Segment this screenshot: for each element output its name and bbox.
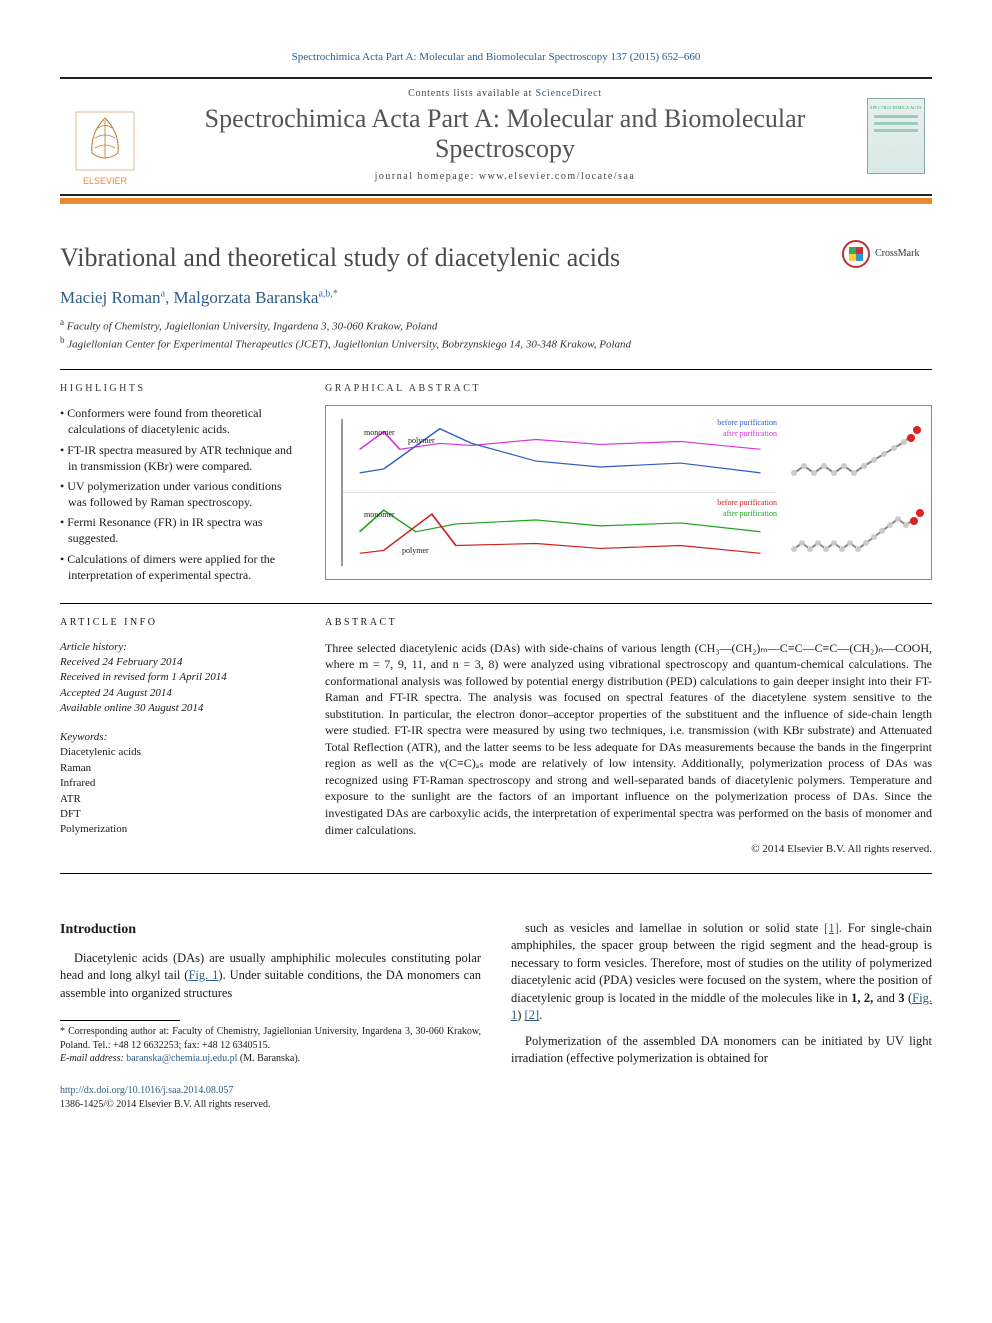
annotation: polymer xyxy=(402,546,429,557)
highlights: HIGHLIGHTS Conformers were found from th… xyxy=(60,382,295,587)
footnote-rule xyxy=(60,1020,180,1021)
keyword: DFT xyxy=(60,807,295,822)
legend-item: before purification xyxy=(717,418,777,429)
crossmark-icon xyxy=(842,240,870,268)
highlight-item: Fermi Resonance (FR) in IR spectra was s… xyxy=(60,514,295,546)
paragraph: such as vesicles and lamellae in solutio… xyxy=(511,920,932,1025)
graphical-abstract-figure: before purification after purification b… xyxy=(325,405,932,580)
keyword: Polymerization xyxy=(60,822,295,837)
rule xyxy=(60,603,932,604)
citation-ref[interactable]: [2] xyxy=(525,1008,540,1022)
copyright: © 2014 Elsevier B.V. All rights reserved… xyxy=(325,842,932,857)
abstract: ABSTRACT Three selected diacetylenic aci… xyxy=(325,616,932,857)
rule xyxy=(60,369,932,370)
figure-ref[interactable]: Fig. 1 xyxy=(188,968,218,982)
crossmark-label: CrossMark xyxy=(875,247,919,261)
keyword: ATR xyxy=(60,792,295,807)
section-label: ABSTRACT xyxy=(325,616,932,630)
legend-item: after purification xyxy=(717,509,777,520)
body-column-left: Introduction Diacetylenic acids (DAs) ar… xyxy=(60,920,481,1112)
journal-header: ELSEVIER Contents lists available at Sci… xyxy=(60,77,932,196)
annotation: monomer xyxy=(364,510,395,521)
highlight-item: UV polymerization under various conditio… xyxy=(60,478,295,510)
highlight-item: Calculations of dimers were applied for … xyxy=(60,551,295,583)
paragraph: Diacetylenic acids (DAs) are usually amp… xyxy=(60,950,481,1003)
svg-text:ELSEVIER: ELSEVIER xyxy=(83,176,128,186)
orange-rule xyxy=(60,198,932,204)
rule xyxy=(60,873,932,874)
journal-homepage: journal homepage: www.elsevier.com/locat… xyxy=(156,170,854,184)
publisher-logo: ELSEVIER xyxy=(60,79,150,194)
keyword: Raman xyxy=(60,761,295,776)
keyword: Infrared xyxy=(60,776,295,791)
crossmark-badge[interactable]: CrossMark xyxy=(842,240,932,268)
doi-block: http://dx.doi.org/10.1016/j.saa.2014.08.… xyxy=(60,1084,481,1112)
history-line: Received 24 February 2014 xyxy=(60,655,295,670)
molecule-models xyxy=(783,414,923,571)
history-line: Accepted 24 August 2014 xyxy=(60,686,295,701)
section-label: GRAPHICAL ABSTRACT xyxy=(325,382,932,396)
journal-name: Spectrochimica Acta Part A: Molecular an… xyxy=(156,104,854,164)
journal-cover-thumb: SPECTROCHIMICA ACTA xyxy=(860,79,932,194)
keyword: Diacetylenic acids xyxy=(60,745,295,760)
doi-link[interactable]: http://dx.doi.org/10.1016/j.saa.2014.08.… xyxy=(60,1085,233,1096)
annotation: monomer xyxy=(364,428,395,439)
highlight-item: Conformers were found from theoretical c… xyxy=(60,405,295,437)
history-line: Available online 30 August 2014 xyxy=(60,701,295,716)
legend-item: before purification xyxy=(717,498,777,509)
paragraph: Polymerization of the assembled DA monom… xyxy=(511,1033,932,1068)
corresponding-author-footnote: * Corresponding author at: Faculty of Ch… xyxy=(60,1025,481,1066)
highlight-item: FT-IR spectra measured by ATR technique … xyxy=(60,442,295,474)
contents-available: Contents lists available at ScienceDirec… xyxy=(156,87,854,101)
author-link[interactable]: Malgorzata Baranska xyxy=(174,288,319,307)
authors: Maciej Romana, Malgorzata Baranskaa,b,* xyxy=(60,287,932,310)
email-link[interactable]: baranska@chemia.uj.edu.pl xyxy=(126,1053,237,1064)
section-label: HIGHLIGHTS xyxy=(60,382,295,396)
annotation: polymer xyxy=(408,436,435,447)
author-link[interactable]: Maciej Roman xyxy=(60,288,161,307)
legend-item: after purification xyxy=(717,429,777,440)
article-title: Vibrational and theoretical study of dia… xyxy=(60,240,842,275)
header-citation: Spectrochimica Acta Part A: Molecular an… xyxy=(60,50,932,65)
article-info: ARTICLE INFO Article history: Received 2… xyxy=(60,616,295,857)
body-column-right: such as vesicles and lamellae in solutio… xyxy=(511,920,932,1112)
citation-ref[interactable]: [1] xyxy=(824,921,839,935)
abstract-text: Three selected diacetylenic acids (DAs) … xyxy=(325,640,932,839)
sciencedirect-link[interactable]: ScienceDirect xyxy=(535,88,601,99)
history-line: Received in revised form 1 April 2014 xyxy=(60,670,295,685)
section-label: ARTICLE INFO xyxy=(60,616,295,630)
affiliations: a Faculty of Chemistry, Jagiellonian Uni… xyxy=(60,316,932,353)
section-heading: Introduction xyxy=(60,920,481,940)
